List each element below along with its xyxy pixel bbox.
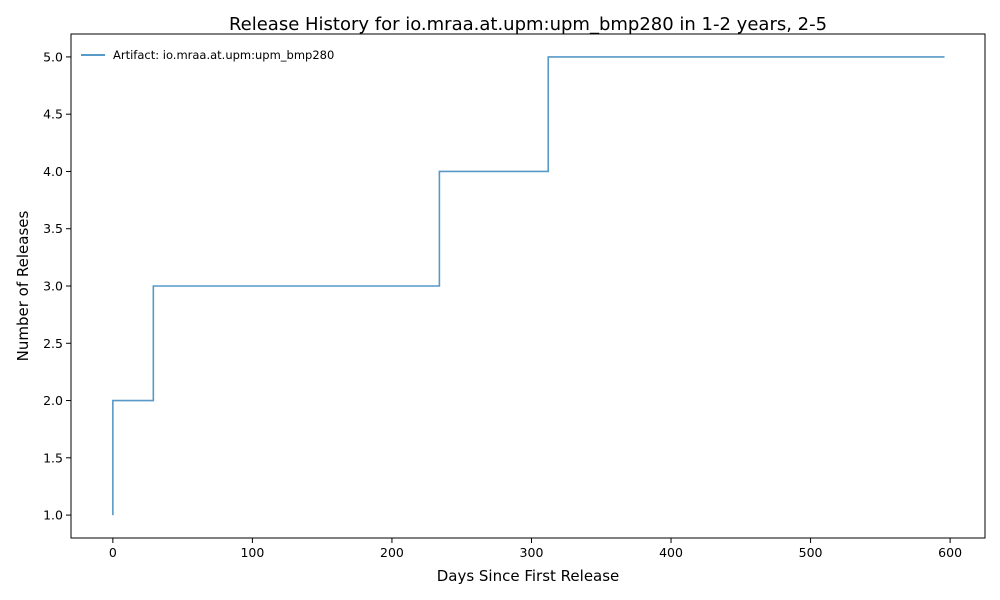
chart-title: Release History for io.mraa.at.upm:upm_b… xyxy=(229,14,827,35)
x-axis-label: Days Since First Release xyxy=(437,567,620,585)
y-tick-label: 1.0 xyxy=(43,508,63,523)
x-tick-label: 400 xyxy=(659,545,683,560)
y-axis-label: Number of Releases xyxy=(14,210,32,361)
y-tick-label: 2.0 xyxy=(43,393,63,408)
legend-label: Artifact: io.mraa.at.upm:upm_bmp280 xyxy=(113,48,334,62)
y-tick-label: 5.0 xyxy=(43,49,63,64)
y-tick-label: 3.5 xyxy=(43,221,63,236)
series-layer xyxy=(112,56,945,516)
plot-frame xyxy=(70,33,986,539)
x-tick-label: 500 xyxy=(799,545,823,560)
x-tick-label: 300 xyxy=(520,545,544,560)
ticks-layer: 0 100 200 300 400 500 600 1.0 1.5 2.0 2.5 3.0 3.5 4.0… xyxy=(43,49,962,560)
x-tick-label: 200 xyxy=(380,545,404,560)
x-tick-label: 600 xyxy=(938,545,962,560)
x-tick-label: 0 xyxy=(109,545,117,560)
series-line-0 xyxy=(112,56,945,516)
x-tick-label: 100 xyxy=(240,545,264,560)
legend: Artifact: io.mraa.at.upm:upm_bmp280 xyxy=(81,48,334,62)
y-tick-label: 4.5 xyxy=(43,107,63,122)
y-tick-label: 3.0 xyxy=(43,279,63,294)
y-tick-label: 4.0 xyxy=(43,164,63,179)
y-tick-label: 1.5 xyxy=(43,450,63,465)
y-tick-label: 2.5 xyxy=(43,336,63,351)
